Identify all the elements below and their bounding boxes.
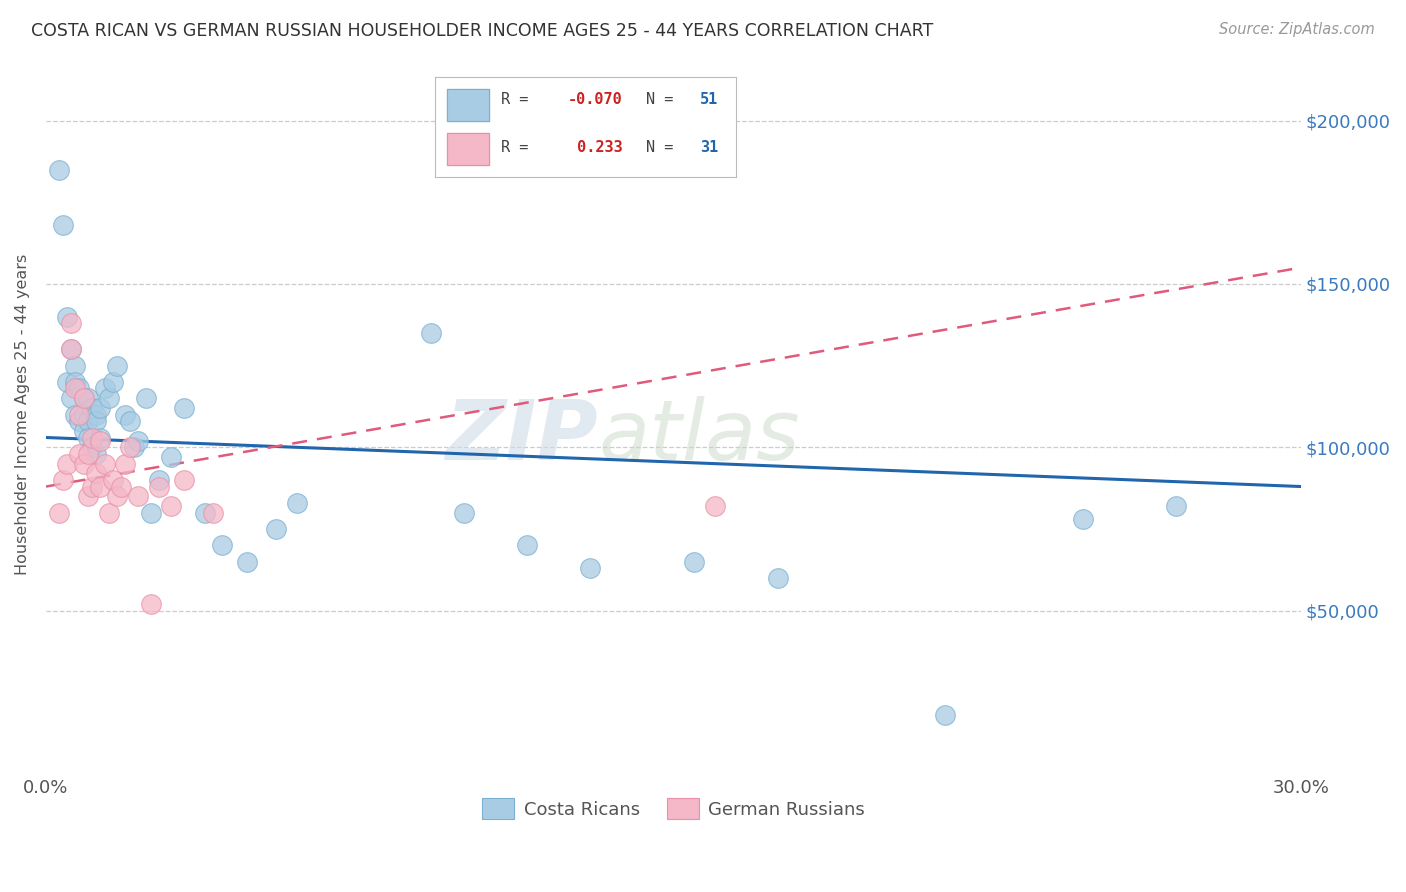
Point	[93, 457, 115, 471]
Point	[1073, 512, 1095, 526]
Point	[97, 506, 120, 520]
Point	[285, 496, 308, 510]
Point	[148, 473, 170, 487]
Point	[579, 561, 602, 575]
Point	[48, 506, 70, 520]
Point	[69, 382, 91, 396]
Point	[89, 479, 111, 493]
Point	[114, 408, 136, 422]
Point	[1164, 499, 1187, 513]
Point	[48, 162, 70, 177]
Point	[118, 440, 141, 454]
Point	[76, 430, 98, 444]
Point	[105, 489, 128, 503]
Point	[69, 408, 91, 422]
Point	[72, 392, 94, 406]
Point	[76, 447, 98, 461]
Point	[122, 440, 145, 454]
Point	[84, 447, 107, 461]
Point	[56, 375, 79, 389]
Point	[766, 571, 789, 585]
Point	[80, 430, 103, 444]
Point	[453, 506, 475, 520]
Text: COSTA RICAN VS GERMAN RUSSIAN HOUSEHOLDER INCOME AGES 25 - 44 YEARS CORRELATION : COSTA RICAN VS GERMAN RUSSIAN HOUSEHOLDE…	[31, 22, 934, 40]
Point	[84, 467, 107, 481]
Point	[60, 316, 83, 330]
Point	[236, 555, 259, 569]
Legend: Costa Ricans, German Russians: Costa Ricans, German Russians	[475, 791, 872, 826]
Point	[160, 450, 183, 464]
Point	[160, 499, 183, 513]
Text: atlas: atlas	[598, 396, 800, 476]
Point	[173, 401, 195, 416]
Point	[202, 506, 225, 520]
Point	[69, 447, 91, 461]
Point	[419, 326, 441, 340]
Point	[105, 359, 128, 373]
Point	[110, 479, 132, 493]
Point	[76, 392, 98, 406]
Point	[80, 479, 103, 493]
Point	[72, 392, 94, 406]
Text: ZIP: ZIP	[446, 396, 598, 476]
Point	[97, 392, 120, 406]
Point	[80, 440, 103, 454]
Point	[118, 414, 141, 428]
Point	[80, 401, 103, 416]
Point	[89, 401, 111, 416]
Point	[72, 424, 94, 438]
Point	[65, 375, 87, 389]
Point	[52, 218, 75, 232]
Point	[934, 708, 956, 723]
Point	[60, 343, 83, 357]
Point	[56, 310, 79, 324]
Point	[101, 473, 124, 487]
Point	[148, 479, 170, 493]
Point	[516, 538, 538, 552]
Point	[60, 343, 83, 357]
Point	[52, 473, 75, 487]
Point	[84, 414, 107, 428]
Point	[135, 392, 157, 406]
Point	[127, 489, 149, 503]
Point	[60, 392, 83, 406]
Point	[264, 522, 287, 536]
Point	[114, 457, 136, 471]
Point	[56, 457, 79, 471]
Point	[69, 414, 91, 428]
Point	[173, 473, 195, 487]
Point	[704, 499, 727, 513]
Point	[72, 408, 94, 422]
Point	[76, 489, 98, 503]
Point	[194, 506, 217, 520]
Point	[683, 555, 706, 569]
Point	[76, 414, 98, 428]
Point	[127, 434, 149, 448]
Point	[89, 430, 111, 444]
Point	[89, 434, 111, 448]
Point	[65, 359, 87, 373]
Text: Source: ZipAtlas.com: Source: ZipAtlas.com	[1219, 22, 1375, 37]
Point	[72, 457, 94, 471]
Point	[65, 382, 87, 396]
Point	[139, 506, 162, 520]
Point	[211, 538, 233, 552]
Y-axis label: Householder Income Ages 25 - 44 years: Householder Income Ages 25 - 44 years	[15, 254, 30, 575]
Point	[84, 408, 107, 422]
Point	[101, 375, 124, 389]
Point	[139, 597, 162, 611]
Point	[65, 408, 87, 422]
Point	[93, 382, 115, 396]
